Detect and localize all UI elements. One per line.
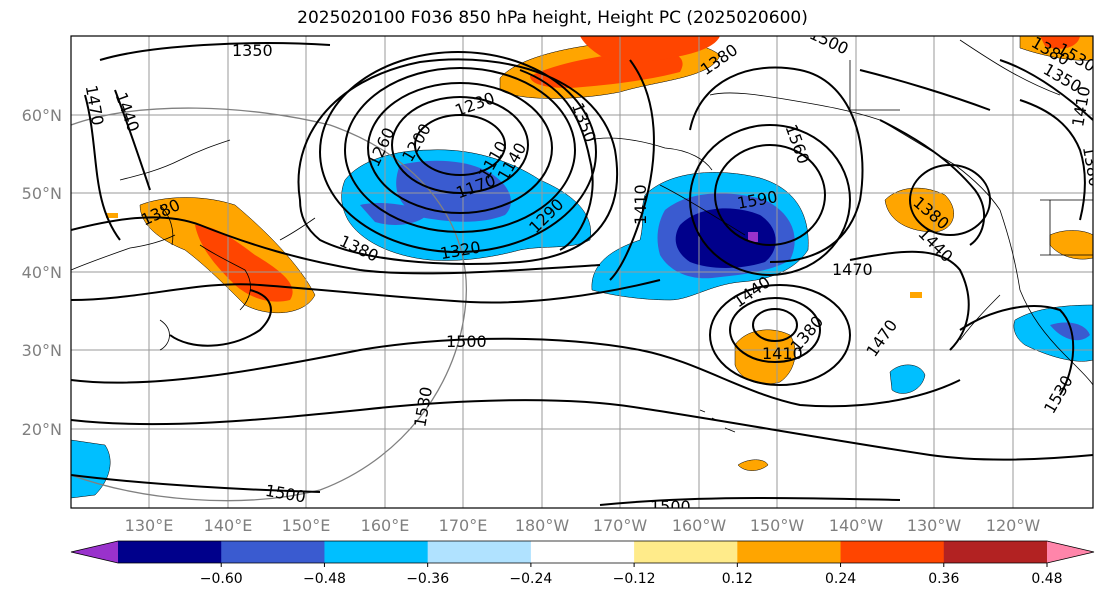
contour-label: 1410	[762, 344, 803, 363]
contour-label: 1500	[650, 497, 691, 516]
coastlines	[71, 39, 1093, 433]
colorbar-tick-label: 0.12	[722, 571, 753, 587]
graticule	[71, 36, 1093, 508]
contour-label: 1350	[232, 41, 273, 60]
lon-label: 140°E	[204, 516, 253, 535]
colorbar-segment	[530, 541, 635, 563]
colorbar-tick-label: 0.36	[928, 571, 959, 587]
great-circle-arc	[71, 107, 467, 502]
colorbar: −0.60 −0.48 −0.36 −0.24 −0.12 0.12 0.24 0.36 0.4…	[70, 540, 1095, 587]
longitude-labels: 130°E 140°E 150°E 160°E 170°E 180°W 170°…	[125, 516, 1041, 535]
colorbar-outline	[70, 540, 1095, 564]
lon-label: 170°E	[439, 516, 488, 535]
colorbar-tick-label: 0.24	[825, 571, 856, 587]
contour-label: 1410	[631, 184, 650, 225]
colorbar-tick-label: −0.60	[200, 571, 243, 587]
lon-label: 130°W	[907, 516, 962, 535]
lat-label: 60°N	[22, 106, 62, 125]
map-frame	[70, 35, 1094, 509]
latitude-labels: 60°N 50°N 40°N 30°N 20°N	[22, 106, 62, 439]
lon-label: 160°W	[672, 516, 727, 535]
lon-label: 130°E	[125, 516, 174, 535]
lat-label: 20°N	[22, 420, 62, 439]
lon-label: 170°W	[593, 516, 648, 535]
colorbar-segment	[221, 541, 325, 563]
lon-label: 150°E	[282, 516, 331, 535]
colorbar-segment	[118, 541, 222, 563]
lon-label: 160°E	[361, 516, 410, 535]
colorbar-segment	[634, 541, 738, 563]
colorbar-extend-high	[1047, 541, 1094, 563]
colorbar-tick-label: −0.12	[613, 571, 656, 587]
contour-label: 1470	[832, 260, 873, 279]
colorbar-segment	[840, 541, 945, 563]
colorbar-segment	[427, 541, 532, 563]
lon-label: 140°W	[829, 516, 884, 535]
colorbar-tick-label: −0.24	[509, 571, 552, 587]
lon-label: 120°W	[986, 516, 1041, 535]
colorbar-extend-low	[71, 541, 118, 563]
colorbar-segment	[324, 541, 429, 563]
lat-label: 30°N	[22, 341, 62, 360]
lat-label: 50°N	[22, 184, 62, 203]
colorbar-tick-label: −0.48	[303, 571, 346, 587]
colorbar-segment	[943, 541, 1048, 563]
contour-label: 1500	[446, 332, 487, 351]
map-title: 2025020100 F036 850 hPa height, Height P…	[297, 8, 808, 28]
height-contours	[71, 42, 1093, 506]
colorbar-tick-label: −0.36	[406, 571, 449, 587]
colorbar-segment	[737, 541, 842, 563]
lat-label: 40°N	[22, 263, 62, 282]
lon-label: 180°W	[515, 516, 570, 535]
colorbar-tick-label: 0.48	[1031, 571, 1062, 587]
lon-label: 150°W	[750, 516, 805, 535]
